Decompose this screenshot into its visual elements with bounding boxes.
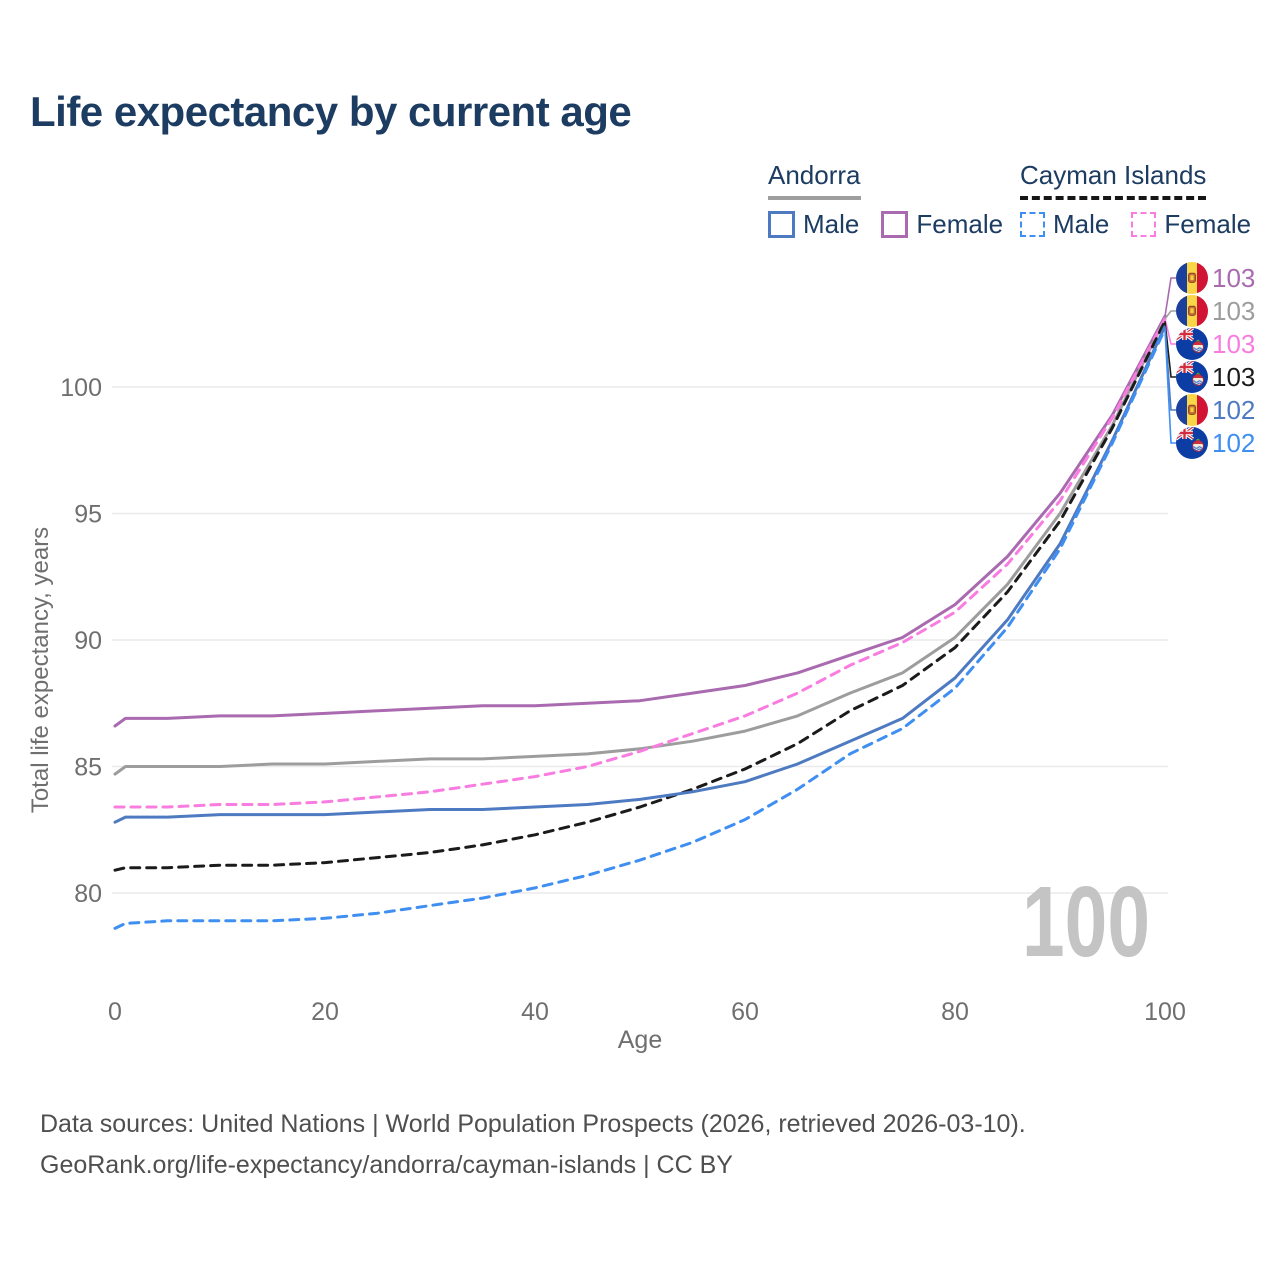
y-tick-label: 85 — [74, 754, 102, 782]
footer: Data sources: United Nations | World Pop… — [40, 1104, 1026, 1186]
end-value-label-andorra-male: 102 — [1212, 395, 1255, 425]
series-line-andorra-female[interactable] — [113, 314, 1167, 728]
axis-layer: 80 85 90 95 100 0 20 40 60 80 100 Age Total life exp… — [27, 374, 1186, 1054]
x-tick-label: 40 — [521, 998, 549, 1026]
cayman-female-swatch-icon — [1131, 212, 1157, 237]
legend-item-andorra-female[interactable]: Female — [881, 209, 1003, 240]
y-tick-label: 80 — [74, 880, 102, 908]
x-tick-label: 20 — [311, 998, 339, 1026]
legend-label-cayman-male: Male — [1053, 209, 1110, 239]
end-value-label-andorra-female: 103 — [1212, 263, 1255, 293]
series-layer — [113, 314, 1167, 930]
age-counter-watermark: 100 — [1022, 866, 1150, 978]
end-value-label-andorra-total: 103 — [1212, 296, 1255, 326]
legend-header-cayman-islands[interactable]: Cayman Islands — [1020, 160, 1207, 200]
cayman-islands-flag-icon — [1176, 427, 1208, 459]
series-line-cayman-female[interactable] — [113, 317, 1167, 809]
legend-item-cayman-female[interactable]: Female — [1131, 209, 1251, 240]
end-value-label-cayman-female: 103 — [1212, 329, 1255, 359]
cayman-male-swatch-icon — [1020, 212, 1045, 237]
leader-line-cayman-male — [1164, 328, 1176, 444]
grid-layer — [112, 386, 1168, 894]
legend-items-andorra: Male Female — [768, 209, 1003, 240]
series-line-cayman-total[interactable] — [113, 319, 1167, 872]
end-value-label-cayman-male: 102 — [1212, 428, 1255, 458]
legend-group-andorra: Andorra Male Female — [768, 160, 1003, 240]
series-line-cayman-male[interactable] — [113, 327, 1167, 930]
series-line-andorra-male[interactable] — [113, 324, 1167, 824]
leader-line-cayman-female — [1164, 318, 1176, 345]
andorra-flag-icon — [1176, 262, 1208, 294]
page-title: Life expectancy by current age — [30, 88, 632, 135]
legend-item-andorra-male[interactable]: Male — [768, 209, 859, 240]
x-tick-label: 0 — [108, 998, 122, 1026]
legend-label-andorra-male: Male — [803, 209, 860, 239]
leader-line-cayman-total — [1164, 321, 1176, 378]
end-value-label-cayman-total: 103 — [1212, 362, 1255, 392]
andorra-male-swatch-icon — [768, 211, 795, 238]
y-tick-label: 90 — [74, 627, 102, 655]
andorra-flag-icon — [1176, 295, 1208, 327]
y-tick-label: 100 — [60, 374, 102, 402]
leader-line-andorra-total — [1164, 310, 1176, 320]
x-axis-title: Age — [618, 1026, 662, 1054]
legend-items-cayman-islands: Male Female — [1020, 209, 1251, 240]
x-tick-label: 100 — [1144, 998, 1186, 1026]
cayman-islands-flag-icon — [1176, 328, 1208, 360]
x-tick-label: 80 — [941, 998, 969, 1026]
y-tick-label: 95 — [74, 501, 102, 529]
leader-line-andorra-female — [1164, 277, 1176, 317]
footer-attribution: GeoRank.org/life-expectancy/andorra/caym… — [40, 1151, 733, 1179]
series-line-andorra-total[interactable] — [113, 317, 1167, 776]
legend-label-andorra-female: Female — [916, 209, 1004, 239]
legend-header-andorra[interactable]: Andorra — [768, 160, 861, 200]
x-tick-label: 60 — [731, 998, 759, 1026]
watermark-layer: 100 — [1022, 866, 1150, 978]
andorra-female-swatch-icon — [881, 211, 909, 238]
legend-item-cayman-male[interactable]: Male — [1020, 209, 1109, 240]
legend-group-cayman-islands: Cayman Islands Male Female — [1020, 160, 1251, 240]
cayman-islands-flag-icon — [1176, 361, 1208, 393]
legend-label-cayman-female: Female — [1164, 209, 1252, 239]
y-axis-title: Total life expectancy, years — [27, 527, 54, 813]
footer-data-sources: Data sources: United Nations | World Pop… — [40, 1110, 1026, 1138]
andorra-flag-icon — [1176, 394, 1208, 426]
